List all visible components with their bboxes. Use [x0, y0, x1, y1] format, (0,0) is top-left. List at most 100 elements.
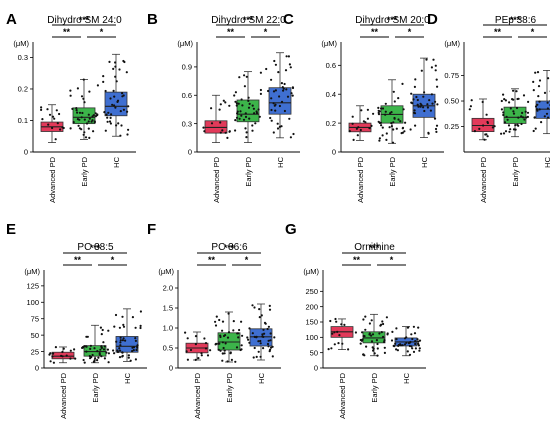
panel-b: B Dihydro SM 22:0 (μM) 0 0.3 0.6 0.9 Advanced P… [147, 11, 300, 203]
data-point [260, 314, 263, 317]
data-point [276, 122, 279, 125]
data-point [124, 339, 127, 342]
data-point [504, 99, 507, 102]
y-tick-label: 250 [305, 287, 318, 296]
data-point [47, 123, 50, 126]
box-early-pd [377, 79, 407, 144]
data-point [113, 104, 116, 107]
data-point [234, 91, 237, 94]
data-point [403, 130, 406, 133]
data-point [405, 341, 408, 344]
data-point [119, 344, 122, 347]
data-point [226, 360, 229, 363]
data-point [71, 107, 74, 110]
data-point [236, 112, 239, 115]
data-point [215, 342, 218, 345]
significance-bracket: *** [483, 15, 547, 26]
data-point [247, 99, 250, 102]
data-point [113, 95, 116, 98]
data-point [218, 318, 221, 322]
data-point [237, 336, 240, 339]
data-point [110, 113, 113, 116]
data-point [503, 121, 507, 124]
data-point [123, 60, 126, 64]
data-point [400, 132, 403, 135]
x-category-label: Early PD [244, 156, 253, 186]
data-point [112, 67, 115, 70]
data-point [370, 340, 374, 343]
box-hc [409, 57, 439, 138]
data-point [393, 345, 396, 348]
data-point [251, 332, 254, 335]
data-point [422, 106, 425, 109]
box-early-pd [233, 71, 262, 143]
data-point [93, 121, 96, 124]
data-point [118, 347, 121, 350]
data-point [113, 352, 116, 355]
y-axis-unit: (μM) [24, 267, 40, 276]
data-point [355, 127, 358, 130]
data-point [422, 95, 425, 98]
y-tick-label: 0.25 [444, 122, 459, 131]
data-point [402, 108, 405, 111]
data-point [121, 92, 124, 95]
data-point [121, 351, 124, 354]
data-point [543, 91, 547, 94]
data-point [366, 117, 369, 120]
data-point [390, 339, 394, 342]
data-point [268, 308, 272, 311]
data-point [473, 130, 476, 133]
data-point [229, 351, 232, 354]
data-point [395, 327, 398, 330]
data-point [243, 74, 246, 77]
box-advanced-pd [468, 98, 496, 141]
data-point [203, 130, 206, 133]
data-point [413, 85, 416, 88]
data-point [236, 110, 239, 113]
data-point [234, 360, 237, 363]
data-point [277, 71, 280, 74]
data-point [248, 102, 251, 105]
data-point [276, 127, 280, 130]
panel-letter: F [147, 221, 156, 238]
panel-letter: C [283, 11, 294, 28]
data-point [356, 134, 359, 137]
data-point [134, 339, 137, 342]
data-point [259, 88, 262, 92]
data-point [420, 69, 423, 72]
data-point [126, 110, 129, 113]
data-point [538, 100, 541, 103]
data-point [377, 106, 380, 109]
data-point [503, 98, 506, 101]
data-point [351, 122, 354, 125]
data-point [343, 323, 346, 326]
data-point [401, 344, 404, 347]
data-point [273, 104, 276, 107]
data-point [423, 91, 426, 94]
data-point [376, 347, 379, 350]
data-point [221, 329, 224, 332]
data-point [125, 71, 128, 74]
data-point [222, 334, 226, 338]
data-point [222, 99, 225, 102]
x-category-label: Advanced PD [356, 156, 365, 202]
significance-label: ** [371, 27, 379, 37]
box-hc [532, 70, 550, 135]
data-point [470, 99, 473, 102]
x-category-label: HC [420, 156, 429, 167]
data-point [524, 110, 527, 113]
data-point [127, 356, 130, 359]
data-point [251, 124, 254, 127]
data-point [221, 341, 224, 344]
data-point [78, 111, 82, 114]
x-category-label: Advanced PD [193, 372, 202, 418]
data-point [406, 350, 409, 353]
data-point [132, 349, 135, 352]
data-point [521, 116, 525, 119]
data-point [240, 344, 243, 347]
data-point [83, 101, 86, 104]
data-point [83, 131, 86, 134]
data-point [241, 334, 244, 337]
data-point [412, 98, 415, 101]
data-point [333, 343, 336, 346]
